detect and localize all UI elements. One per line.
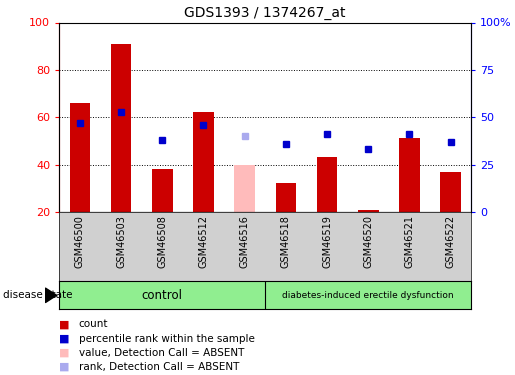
Text: disease state: disease state	[3, 290, 72, 300]
Bar	[399, 138, 420, 212]
Text: value, Detection Call = ABSENT: value, Detection Call = ABSENT	[79, 348, 244, 358]
Text: ■: ■	[59, 334, 70, 344]
Text: ■: ■	[59, 348, 70, 358]
Bar	[276, 183, 296, 212]
Text: rank, Detection Call = ABSENT: rank, Detection Call = ABSENT	[79, 362, 239, 372]
Bar	[358, 210, 379, 212]
Bar	[440, 172, 461, 212]
Bar	[111, 44, 131, 212]
Text: ■: ■	[59, 362, 70, 372]
Text: GSM46508: GSM46508	[157, 215, 167, 268]
Text: GSM46512: GSM46512	[198, 215, 209, 268]
Bar	[152, 169, 173, 212]
Bar	[317, 158, 337, 212]
Text: GSM46516: GSM46516	[239, 215, 250, 268]
Text: GSM46521: GSM46521	[404, 215, 415, 268]
Text: ■: ■	[59, 320, 70, 329]
Text: GSM46522: GSM46522	[445, 215, 456, 268]
Bar	[193, 112, 214, 212]
Text: GSM46500: GSM46500	[75, 215, 85, 268]
Text: diabetes-induced erectile dysfunction: diabetes-induced erectile dysfunction	[282, 291, 454, 300]
Text: control: control	[142, 289, 183, 302]
Bar	[70, 103, 90, 212]
Bar	[234, 165, 255, 212]
Text: GSM46519: GSM46519	[322, 215, 332, 268]
Polygon shape	[45, 288, 57, 303]
Title: GDS1393 / 1374267_at: GDS1393 / 1374267_at	[184, 6, 346, 20]
Text: GSM46520: GSM46520	[363, 215, 373, 268]
Text: GSM46503: GSM46503	[116, 215, 126, 268]
Text: count: count	[79, 320, 108, 329]
Text: GSM46518: GSM46518	[281, 215, 291, 268]
Text: percentile rank within the sample: percentile rank within the sample	[79, 334, 255, 344]
